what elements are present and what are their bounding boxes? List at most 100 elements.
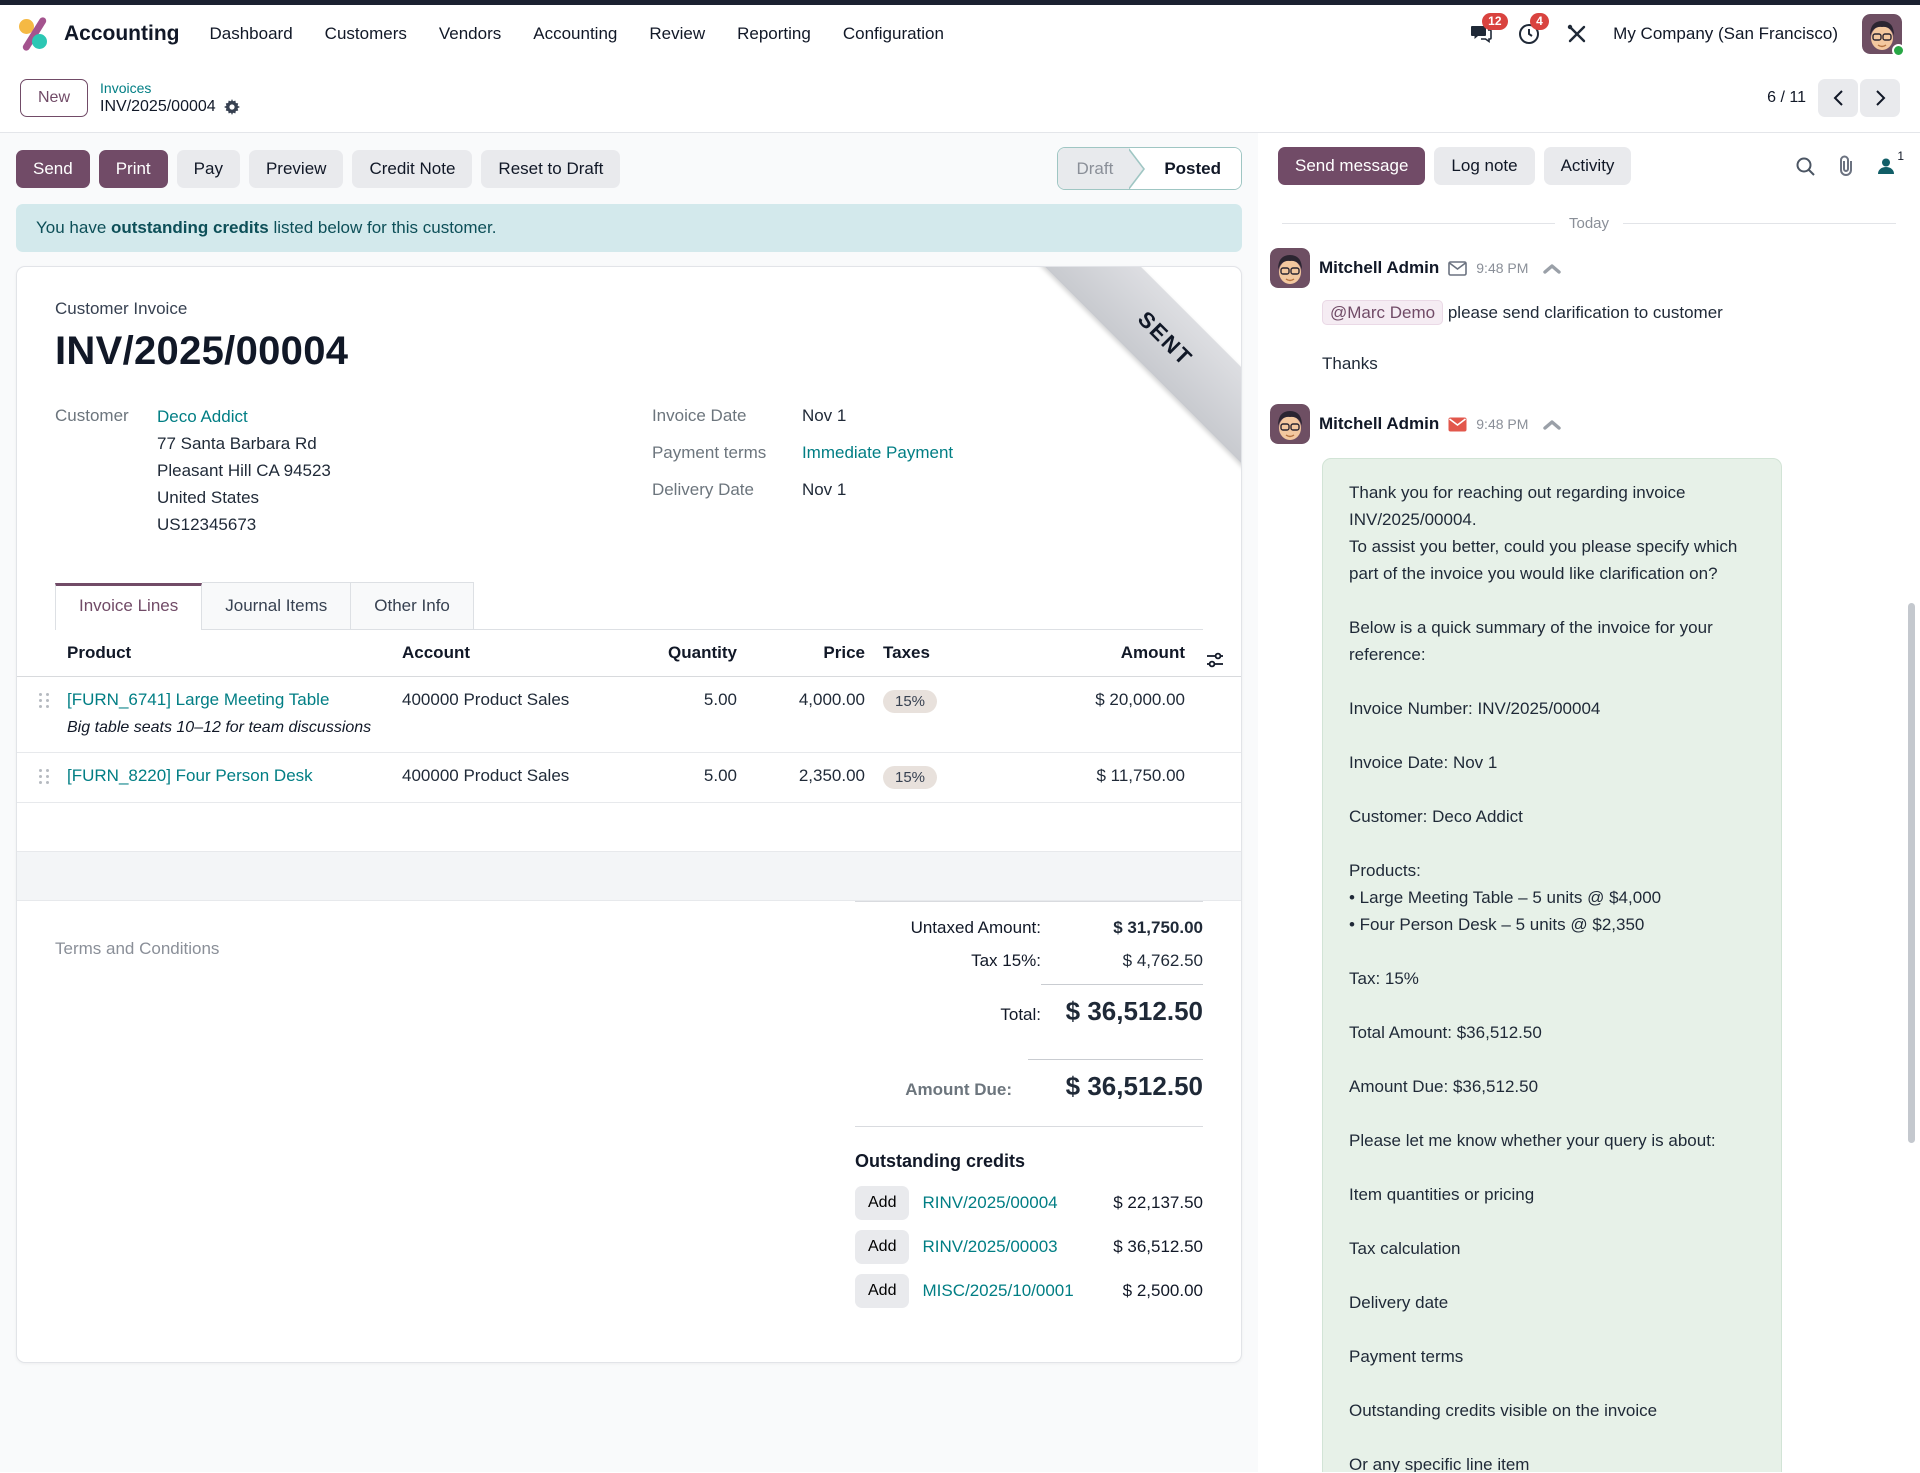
amount-due-label: Amount Due: (905, 1080, 1012, 1099)
delivery-date-value[interactable]: Nov 1 (801, 480, 847, 499)
pager-next-button[interactable] (1860, 78, 1900, 117)
menu-dashboard[interactable]: Dashboard (209, 24, 293, 43)
message-avatar (1270, 248, 1310, 288)
invoice-number-title: INV/2025/00004 (55, 329, 349, 373)
quantity-cell: 5.00 (703, 766, 737, 785)
main-menu: Dashboard Customers Vendors Accounting R… (210, 24, 944, 44)
tools-icon[interactable] (1565, 22, 1589, 46)
activity-button[interactable]: Activity (1543, 147, 1632, 185)
credit-amount: $ 36,512.50 (1113, 1237, 1203, 1256)
notebook-tabs: Invoice Lines Journal Items Other Info (55, 582, 1203, 630)
print-button[interactable]: Print (98, 149, 168, 188)
reset-to-draft-button[interactable]: Reset to Draft (481, 149, 621, 188)
invoice-date-value[interactable]: Nov 1 (801, 406, 847, 425)
status-posted[interactable]: Posted (1152, 148, 1241, 189)
outstanding-credit-row: Add RINV/2025/00004 $ 22,137.50 (855, 1186, 1203, 1220)
breadcrumb: Invoices INV/2025/00004 (100, 80, 240, 116)
search-messages-icon[interactable] (1795, 156, 1816, 177)
chevron-up-icon[interactable] (1543, 263, 1562, 274)
drag-handle[interactable] (17, 677, 63, 708)
status-draft[interactable]: Draft (1058, 148, 1130, 189)
table-row: [FURN_8220] Four Person Desk 400000 Prod… (17, 753, 1241, 803)
menu-configuration[interactable]: Configuration (842, 24, 944, 43)
chatter-message: Mitchell Admin 9:48 PM @Marc Demo please… (1258, 236, 1920, 376)
attachment-paperclip-icon[interactable] (1836, 155, 1856, 177)
accounting-app-icon[interactable] (18, 16, 54, 52)
online-presence-dot (1892, 44, 1905, 57)
account-cell: 400000 Product Sales (402, 766, 570, 785)
outstanding-credit-row: Add RINV/2025/00003 $ 36,512.50 (855, 1230, 1203, 1264)
app-title[interactable]: Accounting (64, 22, 180, 45)
status-arrow (1127, 148, 1153, 189)
total-value: $ 36,512.50 (1041, 984, 1203, 1027)
menu-review[interactable]: Review (649, 24, 706, 43)
message-author[interactable]: Mitchell Admin (1319, 414, 1440, 433)
amount-cell: $ 11,750.00 (1096, 766, 1185, 785)
menu-vendors[interactable]: Vendors (438, 24, 502, 43)
breadcrumb-invoices-link[interactable]: Invoices (100, 79, 152, 96)
optional-columns-icon[interactable] (1189, 638, 1241, 669)
chatter-scrollbar[interactable] (1908, 603, 1915, 1143)
customer-link[interactable]: Deco Addict (157, 407, 248, 426)
col-quantity: Quantity (668, 643, 737, 662)
pager-counter: 6 / 11 (1767, 88, 1806, 106)
account-cell: 400000 Product Sales (402, 690, 570, 709)
pay-button[interactable]: Pay (176, 149, 240, 188)
logo-teal-dot (32, 34, 47, 49)
invoice-card: SENT Customer Invoice INV/2025/00004 Cus… (16, 266, 1242, 1363)
pager-previous-button[interactable] (1818, 78, 1858, 117)
add-credit-button[interactable]: Add (855, 1186, 910, 1220)
send-message-button[interactable]: Send message (1278, 147, 1426, 185)
tab-other-info[interactable]: Other Info (351, 582, 474, 629)
activities-clock-icon[interactable]: 4 (1517, 13, 1549, 46)
product-link[interactable]: [FURN_8220] Four Person Desk (67, 766, 313, 785)
top-navbar: Accounting Dashboard Customers Vendors A… (0, 5, 1920, 63)
tax-badge: 15% (883, 766, 938, 789)
tab-invoice-lines[interactable]: Invoice Lines (55, 583, 203, 630)
followers-icon[interactable]: 1 (1876, 149, 1904, 176)
product-link[interactable]: [FURN_6741] Large Meeting Table (67, 690, 330, 709)
customer-address-line: 77 Santa Barbara Rd (157, 434, 317, 453)
activities-badge: 4 (1530, 13, 1549, 30)
new-button[interactable]: New (20, 78, 89, 117)
gear-icon[interactable] (223, 98, 240, 115)
menu-accounting[interactable]: Accounting (533, 24, 618, 43)
tax-badge: 15% (883, 690, 938, 713)
log-note-button[interactable]: Log note (1434, 147, 1535, 185)
untaxed-amount-label: Untaxed Amount: (910, 918, 1041, 937)
customer-address-line: United States (157, 488, 260, 507)
credit-ref-link[interactable]: RINV/2025/00003 (922, 1237, 1058, 1256)
send-button[interactable]: Send (16, 149, 90, 188)
menu-reporting[interactable]: Reporting (737, 24, 811, 43)
add-credit-button[interactable]: Add (855, 1274, 910, 1308)
menu-customers[interactable]: Customers (324, 24, 407, 43)
payment-terms-label: Payment terms (651, 443, 767, 462)
credit-ref-link[interactable]: RINV/2025/00004 (922, 1193, 1058, 1212)
add-credit-button[interactable]: Add (855, 1230, 910, 1264)
delivery-date-label: Delivery Date (651, 480, 754, 499)
company-name[interactable]: My Company (San Francisco) (1613, 24, 1838, 43)
chevron-up-icon[interactable] (1543, 419, 1562, 430)
user-avatar[interactable] (1862, 14, 1905, 57)
drag-handle[interactable] (17, 753, 63, 784)
messages-icon[interactable]: 12 (1469, 13, 1508, 46)
user-mention[interactable]: @Marc Demo (1322, 300, 1444, 325)
untaxed-amount-value: $ 31,750.00 (1113, 918, 1203, 937)
tab-journal-items[interactable]: Journal Items (202, 582, 352, 629)
credit-note-button[interactable]: Credit Note (352, 149, 473, 188)
logo-yellow-dot (19, 19, 34, 34)
tax-value: $ 4,762.50 (1122, 951, 1203, 970)
preview-button[interactable]: Preview (248, 149, 344, 188)
payment-terms-value[interactable]: Immediate Payment (801, 443, 954, 462)
customer-label: Customer (55, 406, 129, 425)
email-envelope-icon (1448, 260, 1468, 276)
control-panel: New Invoices INV/2025/00004 6 / 11 (0, 63, 1920, 133)
status-bar: Draft Posted (1057, 147, 1242, 190)
empty-line[interactable] (17, 803, 1241, 852)
message-author[interactable]: Mitchell Admin (1319, 258, 1440, 277)
terms-and-conditions-placeholder[interactable]: Terms and Conditions (55, 939, 220, 958)
credit-amount: $ 2,500.00 (1122, 1281, 1203, 1300)
credit-ref-link[interactable]: MISC/2025/10/0001 (922, 1281, 1074, 1300)
outstanding-credits-title: Outstanding credits (855, 1151, 1026, 1171)
customer-address-line: Pleasant Hill CA 94523 (157, 461, 331, 480)
